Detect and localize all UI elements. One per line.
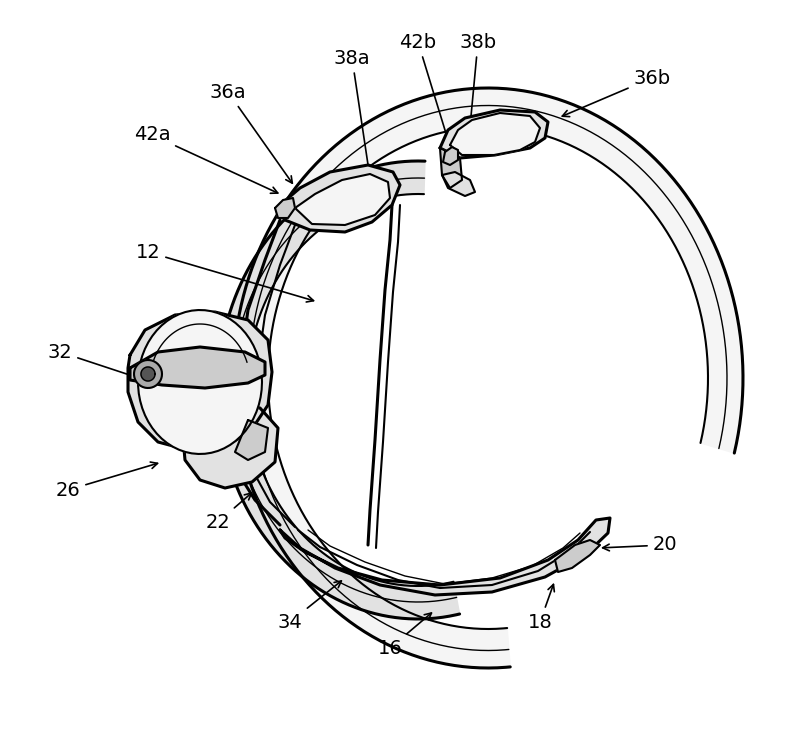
Polygon shape <box>440 110 548 158</box>
Polygon shape <box>235 420 268 460</box>
Polygon shape <box>280 518 610 595</box>
Text: 34: 34 <box>278 581 342 632</box>
Text: 22: 22 <box>206 493 251 531</box>
Polygon shape <box>440 148 462 188</box>
Polygon shape <box>295 174 390 225</box>
Text: 38b: 38b <box>459 33 497 143</box>
Text: 12: 12 <box>136 242 314 302</box>
Polygon shape <box>275 198 295 218</box>
Text: 36b: 36b <box>562 68 670 117</box>
Text: 42a: 42a <box>134 126 278 193</box>
Text: 36a: 36a <box>210 82 292 184</box>
Polygon shape <box>134 360 162 388</box>
Polygon shape <box>555 540 600 572</box>
Polygon shape <box>442 172 475 196</box>
Text: 16: 16 <box>378 613 431 658</box>
Text: 42b: 42b <box>399 33 452 149</box>
Text: 38a: 38a <box>334 48 372 173</box>
Text: 32: 32 <box>48 343 155 385</box>
Text: 20: 20 <box>602 536 678 554</box>
Text: 18: 18 <box>528 585 554 632</box>
Polygon shape <box>233 88 743 668</box>
Polygon shape <box>128 312 272 450</box>
Polygon shape <box>443 147 458 165</box>
Polygon shape <box>130 347 265 388</box>
Polygon shape <box>138 310 262 454</box>
Polygon shape <box>450 113 540 155</box>
Polygon shape <box>280 165 400 232</box>
Polygon shape <box>218 161 459 619</box>
Polygon shape <box>141 367 155 381</box>
Text: 26: 26 <box>56 462 158 499</box>
Polygon shape <box>183 402 278 488</box>
